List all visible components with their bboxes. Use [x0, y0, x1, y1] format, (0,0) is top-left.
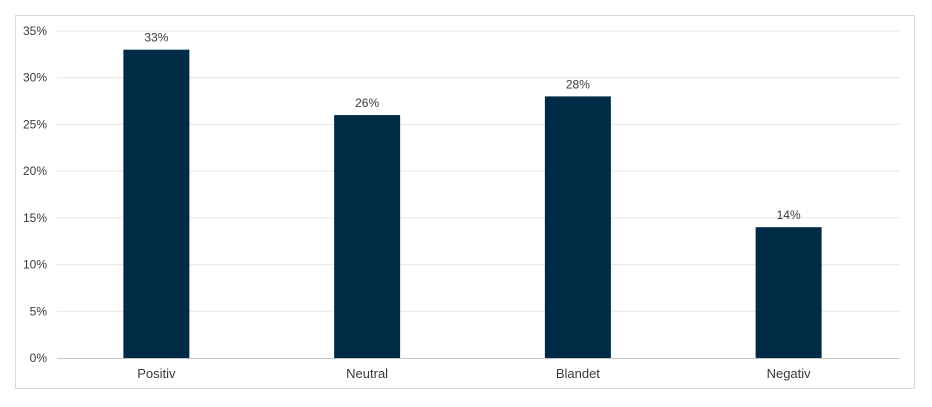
- x-category-label: Negativ: [767, 366, 812, 381]
- y-tick-label: 30%: [23, 71, 47, 85]
- bars: [123, 49, 822, 359]
- x-category-label: Blandet: [556, 366, 600, 381]
- y-tick-label: 10%: [23, 258, 47, 272]
- y-tick-label: 25%: [23, 117, 47, 131]
- bar-positiv: [123, 49, 190, 358]
- bar-neutral: [334, 115, 401, 358]
- y-tick-label: 20%: [23, 164, 47, 178]
- x-category-label: Positiv: [137, 366, 176, 381]
- y-tick-label: 15%: [23, 211, 47, 225]
- x-category-label: Neutral: [346, 366, 388, 381]
- y-tick-label: 35%: [23, 24, 47, 38]
- data-label: 33%: [144, 31, 168, 45]
- data-label: 14%: [777, 208, 801, 222]
- x-axis-category-labels: Positiv Neutral Blandet Negativ: [137, 366, 811, 381]
- y-tick-label: 0%: [30, 351, 48, 365]
- data-label: 26%: [355, 96, 379, 110]
- y-tick-label: 5%: [30, 304, 48, 318]
- y-axis-tick-labels: 0% 5% 10% 15% 20% 25% 30% 35%: [23, 24, 47, 365]
- data-label: 28%: [566, 77, 590, 91]
- bar-negativ: [755, 227, 822, 358]
- data-labels: 33% 26% 28% 14%: [144, 31, 801, 223]
- bar-blandet: [544, 96, 611, 359]
